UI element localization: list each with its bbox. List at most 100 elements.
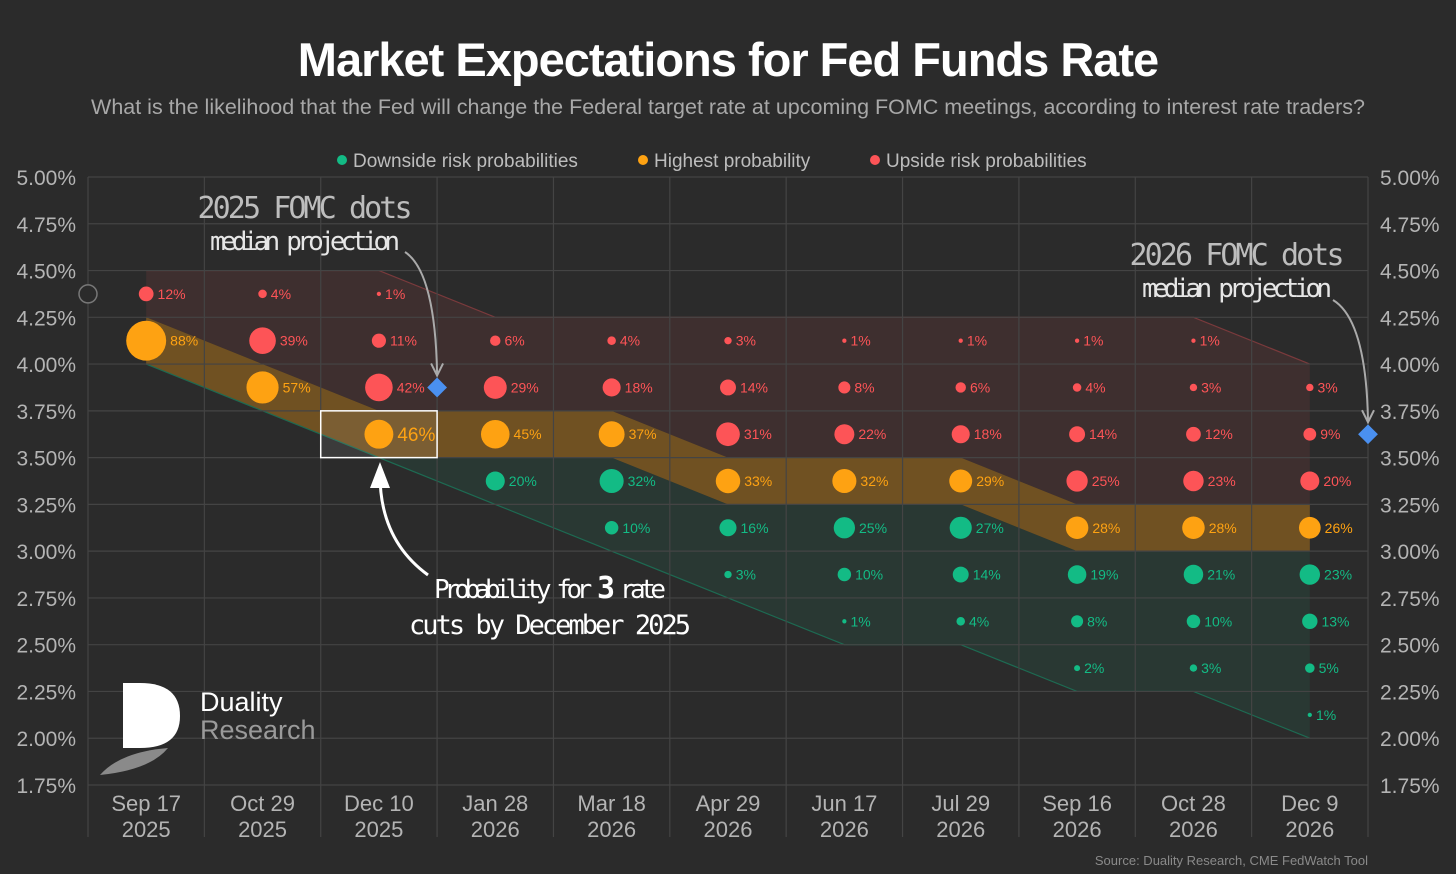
arrowhead-icon: [430, 363, 444, 378]
prob-bubble-down: [1067, 565, 1087, 584]
brand-line1: Duality: [200, 687, 283, 717]
x-tick-year: 2025: [122, 817, 171, 842]
prob-label: 14%: [973, 567, 1001, 583]
prob-bubble-high: [1298, 516, 1321, 539]
legend: Downside risk probabilities Highest proba…: [337, 151, 1087, 172]
arrow-icon: [378, 474, 429, 577]
prob-label: 29%: [976, 473, 1004, 489]
prob-label: 42%: [397, 379, 425, 395]
prob-bubble-up: [1189, 383, 1198, 392]
current-rate-marker: [78, 284, 98, 304]
prob-label: 18%: [974, 426, 1002, 442]
x-tick-year: 2026: [1169, 817, 1218, 842]
x-tick-month: Sep 17: [111, 791, 181, 816]
prob-label: 3%: [1201, 379, 1221, 395]
y-tick-left: 2.00%: [16, 728, 76, 751]
x-tick-year: 2026: [820, 817, 869, 842]
prob-label: 32%: [860, 473, 888, 489]
x-tick-month: Jul 29: [931, 791, 990, 816]
prob-bubble-down: [599, 468, 624, 494]
prob-label: 28%: [1092, 520, 1120, 536]
logo-mark-icon: [123, 683, 180, 748]
prob-bubble-down: [949, 516, 972, 539]
prob-label: 25%: [859, 520, 887, 536]
prob-bubble-down: [719, 519, 737, 537]
y-tick-left: 4.50%: [16, 261, 76, 284]
prob-bubble-down: [1189, 664, 1198, 672]
prob-label: 12%: [158, 286, 186, 302]
brand-logo: Duality Research: [100, 683, 316, 775]
prob-bubble-up: [838, 381, 851, 394]
y-tick-left: 4.25%: [16, 307, 76, 330]
prob-bubble-down: [1186, 614, 1201, 629]
prob-bubble-up: [951, 425, 970, 444]
prob-bubble-down: [1071, 615, 1084, 628]
prob-label: 57%: [283, 379, 311, 395]
prob-bubble-high: [598, 421, 625, 448]
prob-label: 4%: [969, 613, 989, 629]
prob-label: 10%: [855, 567, 883, 583]
y-tick-right: 3.25%: [1380, 494, 1440, 517]
prob-bubble-high: [715, 468, 741, 494]
prob-label: 20%: [1323, 473, 1351, 489]
legend-dot-up: [870, 155, 880, 165]
prob-label: 3%: [736, 567, 756, 583]
arrow-icon: [404, 251, 439, 374]
prob-bubble-up: [720, 379, 736, 396]
x-tick-year: 2026: [587, 817, 636, 842]
prob-label: 21%: [1207, 567, 1235, 583]
x-tick-month: Sep 16: [1042, 791, 1112, 816]
prob-bubble-high: [1065, 516, 1089, 540]
y-tick-left: 3.25%: [16, 494, 76, 517]
prob-label: 10%: [622, 520, 650, 536]
prob-bubble-high: [364, 419, 394, 449]
prob-label: 3%: [1201, 660, 1221, 676]
prob-label: 14%: [1089, 426, 1117, 442]
prob-label: 39%: [280, 333, 308, 349]
prob-label: 32%: [628, 473, 656, 489]
highlight-annotation-line1: Probability for 3 rate: [434, 571, 666, 606]
prob-bubble-up: [138, 286, 154, 302]
y-tick-right: 1.75%: [1380, 775, 1440, 798]
prob-bubble-down: [956, 617, 965, 626]
brand-line2: Research: [200, 715, 316, 745]
y-tick-left: 2.50%: [16, 635, 76, 658]
prob-bubble-up: [1191, 338, 1196, 343]
y-tick-right: 4.00%: [1380, 354, 1440, 377]
prob-label: 1%: [967, 333, 987, 349]
prob-label: 18%: [625, 379, 653, 395]
source-note: Source: Duality Research, CME FedWatch T…: [1095, 853, 1368, 868]
prob-bubble-up: [1066, 470, 1088, 492]
prob-bubble-down: [1307, 712, 1312, 717]
prob-label: 26%: [1325, 520, 1353, 536]
y-tick-left: 1.75%: [16, 775, 76, 798]
x-tick-year: 2026: [1285, 817, 1334, 842]
prob-bubble-up: [955, 382, 966, 393]
prob-bubble-up: [1300, 471, 1320, 491]
prob-label: 5%: [1319, 660, 1339, 676]
x-tick-month: Jan 28: [462, 791, 528, 816]
arrow-icon: [1332, 299, 1369, 421]
prob-label: 23%: [1208, 473, 1236, 489]
y-tick-right: 4.25%: [1380, 307, 1440, 330]
y-tick-left: 2.75%: [16, 588, 76, 611]
prob-label: 8%: [854, 379, 874, 395]
y-tick-right: 2.00%: [1380, 728, 1440, 751]
prob-label: 31%: [744, 426, 772, 442]
prob-bubble-high: [480, 419, 510, 449]
prob-label: 23%: [1324, 567, 1352, 583]
median-projection-marker: [1358, 424, 1378, 445]
prob-label: 1%: [1200, 333, 1220, 349]
y-tick-left: 2.25%: [16, 681, 76, 704]
prob-label: 33%: [744, 473, 772, 489]
arrowhead-icon: [1361, 409, 1375, 425]
prob-bubble-down: [724, 570, 732, 579]
y-tick-left: 5.00%: [16, 167, 76, 190]
prob-bubble-up: [716, 422, 740, 447]
prob-bubble-up: [376, 291, 382, 297]
y-tick-right: 5.00%: [1380, 167, 1440, 190]
prob-bubble-up: [1072, 383, 1082, 392]
prob-label: 16%: [741, 520, 769, 536]
y-tick-right: 3.75%: [1380, 401, 1440, 424]
prob-label: 9%: [1320, 426, 1340, 442]
